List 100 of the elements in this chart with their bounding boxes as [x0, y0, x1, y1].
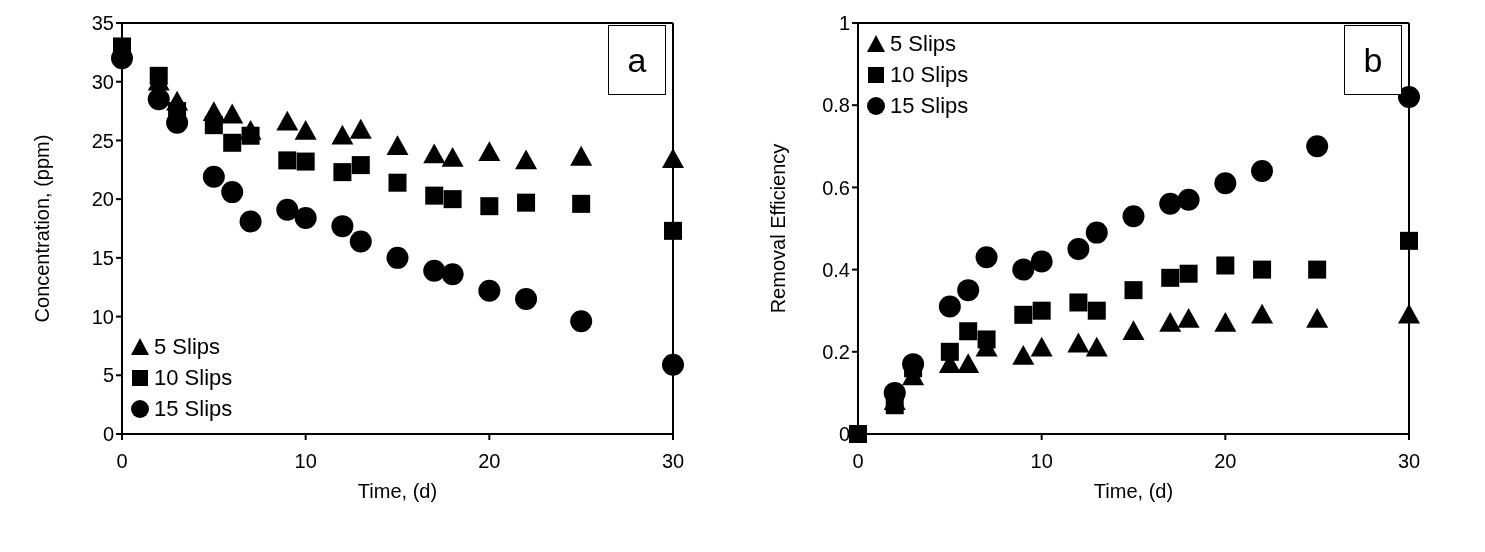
legend-label: 15 Slips: [154, 395, 233, 422]
point: [1069, 293, 1088, 312]
point: [957, 353, 980, 373]
point: [1014, 305, 1033, 324]
x-axis-title: Time, (d): [1093, 480, 1174, 502]
point: [276, 198, 299, 221]
point: [1214, 172, 1237, 195]
point: [1400, 231, 1418, 250]
y-axis-title: Removal Efficiency: [767, 143, 790, 314]
point: [149, 66, 168, 85]
annotation: b: [1344, 25, 1402, 95]
x-tick-label: 20: [478, 450, 501, 473]
y-tick-label: 10: [91, 305, 114, 328]
y-tick-label: 35: [91, 12, 114, 35]
y-tick-label: 0.8: [822, 94, 850, 117]
point: [241, 126, 260, 145]
y-tick-label: 15: [91, 246, 114, 269]
point: [221, 103, 244, 124]
point: [957, 279, 980, 302]
point: [223, 133, 242, 152]
point: [1087, 301, 1106, 320]
y-tick-label: 0: [838, 423, 850, 446]
point: [1216, 256, 1235, 275]
point: [276, 110, 299, 131]
point: [1177, 307, 1200, 328]
point: [1032, 301, 1051, 320]
point: [386, 135, 409, 156]
x-tick-label: 30: [1397, 450, 1421, 473]
y-tick-label: 25: [91, 129, 114, 152]
point: [202, 165, 225, 188]
point: [977, 330, 996, 349]
y-tick-label: 1: [838, 12, 850, 35]
point: [1308, 260, 1327, 279]
point: [388, 173, 407, 192]
point: [662, 148, 684, 169]
x-tick-label: 0: [852, 450, 864, 473]
legend-label: 10 Slips: [154, 364, 233, 391]
point: [570, 310, 593, 333]
point: [278, 151, 297, 170]
point: [1179, 264, 1198, 283]
point: [423, 143, 446, 164]
point: [1214, 312, 1237, 332]
point: [1085, 336, 1108, 357]
point: [1067, 332, 1090, 353]
point: [294, 206, 317, 229]
point: [849, 425, 867, 443]
point: [147, 88, 170, 111]
x-tick-label: 30: [661, 450, 685, 473]
y-tick-label: 0.2: [822, 340, 850, 363]
point: [349, 118, 372, 139]
point: [1085, 221, 1108, 244]
x-tick-label: 20: [1214, 450, 1237, 473]
x-tick-label: 10: [1030, 450, 1053, 473]
point: [515, 287, 538, 310]
point: [478, 141, 501, 161]
point: [517, 193, 536, 212]
point: [1012, 344, 1035, 365]
point: [572, 194, 591, 213]
point: [1067, 238, 1090, 261]
point: [1012, 258, 1035, 281]
point: [441, 263, 464, 286]
legend-label: 5 Slips: [154, 333, 221, 360]
point: [1306, 307, 1329, 328]
y-tick-label: 0: [102, 423, 114, 446]
point: [664, 221, 682, 240]
point: [204, 116, 223, 135]
point: [1124, 281, 1143, 300]
point: [221, 181, 244, 204]
point: [331, 215, 354, 238]
point: [1253, 260, 1272, 279]
point: [959, 322, 978, 341]
point: [1159, 192, 1182, 215]
point: [975, 246, 998, 269]
annotation: a: [608, 25, 666, 95]
point: [938, 295, 961, 318]
point: [443, 190, 462, 209]
point: [386, 246, 409, 269]
point: [1398, 303, 1420, 324]
point: [333, 163, 352, 182]
legend-label: 15 Slips: [890, 92, 969, 119]
point: [1398, 85, 1420, 108]
point: [349, 230, 372, 253]
point: [940, 342, 959, 361]
point: [1122, 320, 1145, 341]
point: [294, 120, 317, 140]
point: [1030, 250, 1053, 273]
point: [423, 259, 446, 282]
y-tick-label: 5: [102, 364, 114, 387]
point: [478, 279, 501, 302]
legend-label: 5 Slips: [890, 30, 957, 57]
x-tick-label: 10: [294, 450, 317, 473]
point: [441, 147, 464, 167]
point: [480, 197, 499, 216]
point: [1159, 312, 1182, 332]
legend-label: 10 Slips: [890, 61, 969, 88]
point: [515, 149, 538, 170]
point: [1030, 336, 1053, 357]
y-tick-label: 30: [91, 70, 114, 93]
y-tick-label: 0.6: [822, 176, 850, 199]
point: [425, 186, 444, 205]
